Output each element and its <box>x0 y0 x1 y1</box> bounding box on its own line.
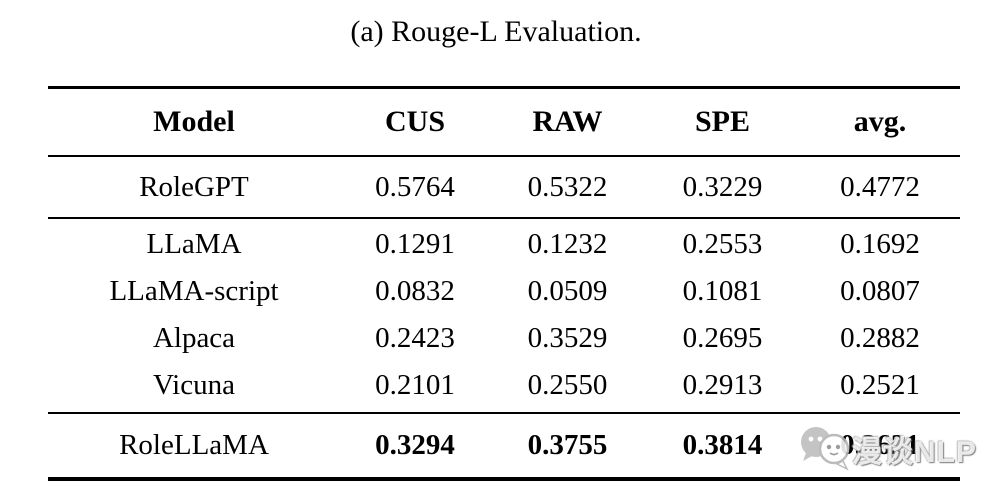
header-model: Model <box>153 105 235 138</box>
header-raw: RAW <box>532 105 603 138</box>
table-rule-after-header <box>48 155 960 157</box>
cell-spe: 0.2913 <box>682 369 763 401</box>
cell-avg: 0.0807 <box>840 275 920 307</box>
cell-cus: 0.0832 <box>375 275 455 307</box>
cell-spe: 0.2553 <box>682 228 763 260</box>
cell-model: LLaMA <box>146 228 242 260</box>
cell-cus: 0.2101 <box>375 369 455 401</box>
table-rule-bottom <box>48 477 960 481</box>
cell-model: LLaMA-script <box>109 275 279 307</box>
cell-model: RoleLLaMA <box>119 429 269 461</box>
cell-raw: 0.2550 <box>527 369 608 401</box>
cell-cus: 0.2423 <box>375 322 455 354</box>
cell-spe: 0.1081 <box>682 275 763 307</box>
header-cus: CUS <box>384 105 445 138</box>
cell-cus: 0.5764 <box>375 170 455 203</box>
table-rule-mid-1 <box>48 217 960 219</box>
cell-spe: 0.3814 <box>682 429 763 461</box>
cell-model: Vicuna <box>152 369 235 401</box>
table-row-rolellama: RoleLLaMA 0.3294 0.3755 0.3814 0.3621 <box>48 414 960 477</box>
cell-avg: 0.1692 <box>840 228 920 260</box>
table-row-vicuna: Vicuna 0.2101 0.2550 0.2913 0.2521 <box>48 362 960 409</box>
cell-avg: 0.2882 <box>840 322 920 354</box>
table-rule-top <box>48 86 960 89</box>
table-row-llama-script: LLaMA-script 0.0832 0.0509 0.1081 0.0807 <box>48 268 960 315</box>
evaluation-table: Model CUS RAW SPE avg. RoleGPT 0.5764 0.… <box>48 86 960 481</box>
cell-raw: 0.3755 <box>527 429 608 461</box>
cell-raw: 0.0509 <box>527 275 608 307</box>
header-spe: SPE <box>694 105 751 138</box>
cell-raw: 0.3529 <box>527 322 608 354</box>
header-avg: avg. <box>853 105 907 138</box>
cell-cus: 0.1291 <box>375 228 455 260</box>
cell-cus: 0.3294 <box>375 429 455 461</box>
table-rule-mid-2 <box>48 412 960 414</box>
table-header-row: Model CUS RAW SPE avg. <box>48 89 960 155</box>
baseline-group: LLaMA 0.1291 0.1232 0.2553 0.1692 LLaMA-… <box>48 219 960 412</box>
table-row-rolegpt: RoleGPT 0.5764 0.5322 0.3229 0.4772 <box>48 157 960 217</box>
cell-avg: 0.2521 <box>840 369 920 401</box>
cell-avg: 0.4772 <box>840 170 920 203</box>
cell-raw: 0.5322 <box>527 170 608 203</box>
cell-model: Alpaca <box>152 322 236 354</box>
cell-spe: 0.2695 <box>682 322 763 354</box>
cell-spe: 0.3229 <box>682 170 763 203</box>
cell-avg: 0.3621 <box>840 429 920 461</box>
cell-model: RoleGPT <box>139 170 249 203</box>
table-row-llama: LLaMA 0.1291 0.1232 0.2553 0.1692 <box>48 221 960 268</box>
table-caption: (a) Rouge-L Evaluation. <box>350 15 642 48</box>
table-row-alpaca: Alpaca 0.2423 0.3529 0.2695 0.2882 <box>48 315 960 362</box>
cell-raw: 0.1232 <box>527 228 608 260</box>
